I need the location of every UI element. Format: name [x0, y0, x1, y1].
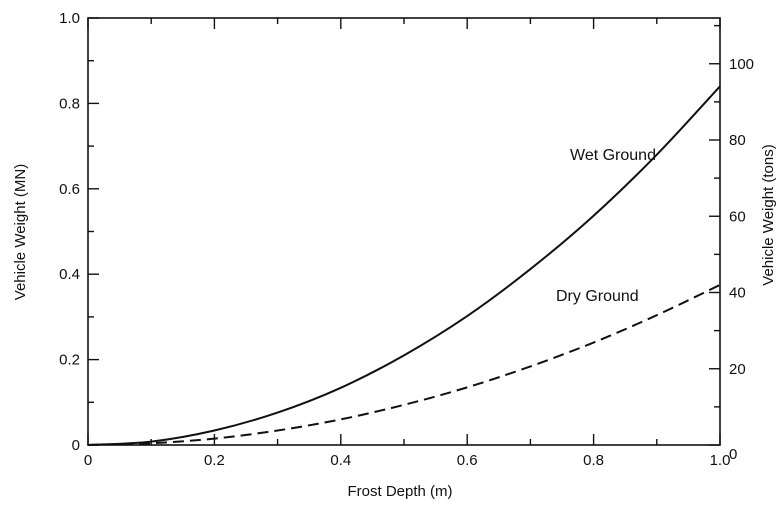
y2-tick-label: 60: [729, 208, 746, 225]
series-line-wet-ground: [87, 85, 721, 446]
x-tick-label: 0.4: [330, 452, 351, 469]
series-label-wet-ground: Wet Ground: [570, 147, 656, 164]
x-tick-label: 0.6: [457, 452, 478, 469]
series-line-dry-ground: [87, 283, 721, 446]
x-tick-label: 1.0: [710, 452, 731, 469]
x-tick-label: 0.2: [204, 452, 225, 469]
y2-axis-title: Vehicle Weight (tons): [760, 144, 777, 285]
x-tick-label: 0.8: [583, 452, 604, 469]
y-axis-title: Vehicle Weight (MN): [12, 164, 29, 300]
x-axis-title: Frost Depth (m): [347, 483, 452, 500]
y2-tick-label: 0: [729, 446, 737, 463]
series-lines: [87, 85, 721, 446]
y-tick-label: 0.6: [59, 181, 80, 198]
axis-ticks: [87, 17, 721, 446]
y-tick-label: 0.8: [59, 95, 80, 112]
y2-tick-label: 40: [729, 285, 746, 302]
tick-labels: 0 0.2 0.4 0.6 0.8 1.000.20.40.60.81.002040608…: [59, 10, 754, 469]
series-label-dry-ground: Dry Ground: [556, 288, 639, 305]
y-tick-label: 1.0: [59, 10, 80, 27]
y-tick-label: 0.4: [59, 266, 80, 283]
y2-tick-label: 80: [729, 132, 746, 149]
x-tick-label: 0: [84, 452, 92, 469]
y-tick-label: 0.2: [59, 352, 80, 369]
y-tick-label: 0: [72, 437, 80, 454]
y2-tick-label: 100: [729, 56, 754, 73]
plot-frame: [87, 17, 721, 446]
y2-tick-label: 20: [729, 361, 746, 378]
